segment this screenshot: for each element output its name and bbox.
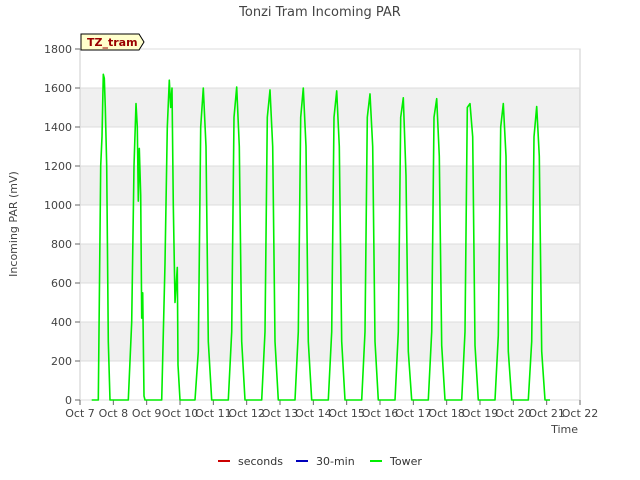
annotation-label: TZ_tram	[87, 36, 138, 49]
legend-label-tower: Tower	[389, 455, 422, 468]
legend-label-seconds: seconds	[238, 455, 283, 468]
x-tick-label: Oct 8	[99, 407, 129, 420]
y-tick-label: 1000	[44, 199, 72, 212]
y-tick-label: 600	[51, 277, 72, 290]
y-tick-label: 400	[51, 316, 72, 329]
x-tick-label: Oct 14	[295, 407, 332, 420]
x-tick-label: Oct 22	[562, 407, 599, 420]
x-tick-label: Oct 21	[528, 407, 565, 420]
y-tick-label: 200	[51, 355, 72, 368]
x-tick-label: Oct 20	[495, 407, 532, 420]
y-tick-label: 1800	[44, 43, 72, 56]
x-tick-label: Oct 12	[228, 407, 265, 420]
x-tick-label: Oct 15	[328, 407, 365, 420]
series-lines	[91, 73, 550, 401]
grid-band	[80, 88, 580, 127]
x-tick-label: Oct 10	[162, 407, 199, 420]
x-tick-label: Oct 13	[262, 407, 299, 420]
x-axis-label: Time	[550, 423, 578, 436]
grid-band	[80, 166, 580, 205]
legend-label-30-min: 30-min	[316, 455, 355, 468]
x-tick-label: Oct 9	[132, 407, 162, 420]
y-tick-label: 1200	[44, 160, 72, 173]
annotation-box: TZ_tram	[80, 33, 145, 51]
y-tick-label: 1400	[44, 121, 72, 134]
y-axis-ticks: 0 200 400 600 800 1000 1200 1400 1600 1800	[44, 43, 80, 407]
y-axis-label: Incoming PAR (mV)	[7, 171, 20, 277]
series-line-tower	[91, 73, 550, 401]
x-tick-label: Oct 17	[395, 407, 432, 420]
y-tick-label: 1600	[44, 82, 72, 95]
legend: seconds 30-min Tower	[218, 455, 422, 468]
y-tick-label: 800	[51, 238, 72, 251]
x-tick-label: Oct 7	[65, 407, 95, 420]
x-tick-label: Oct 19	[462, 407, 499, 420]
y-tick-label: 0	[65, 394, 72, 407]
x-tick-label: Oct 16	[362, 407, 399, 420]
x-tick-label: Oct 18	[428, 407, 465, 420]
grid-band	[80, 244, 580, 283]
x-tick-label: Oct 11	[195, 407, 232, 420]
chart-title: Tonzi Tram Incoming PAR	[238, 5, 401, 20]
